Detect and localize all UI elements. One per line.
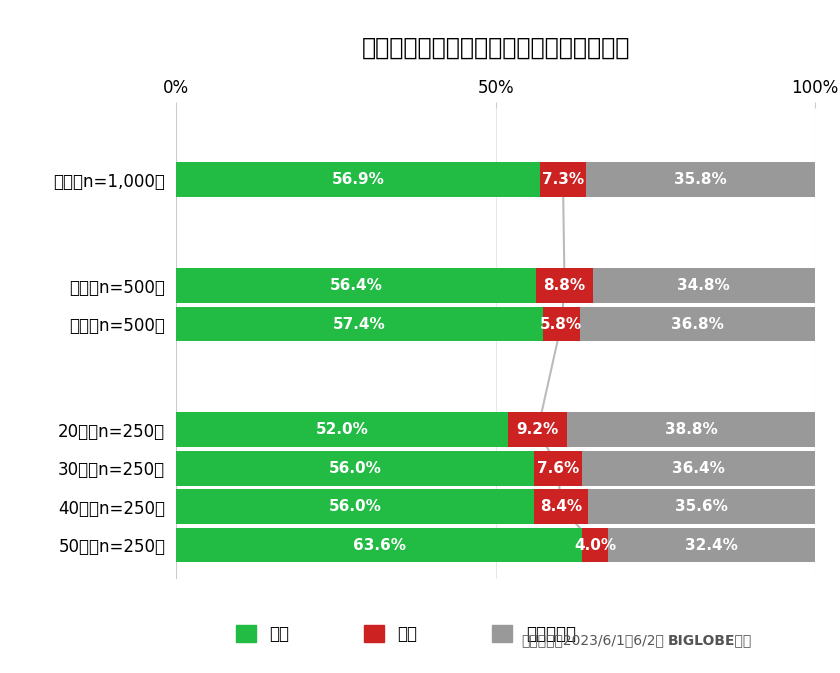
Bar <box>534 451 582 485</box>
Bar <box>176 528 582 563</box>
Bar <box>608 528 815 563</box>
Text: 35.6%: 35.6% <box>675 499 727 514</box>
Title: 性犯罪の要件見直しや刑法の改正に関して: 性犯罪の要件見直しや刑法の改正に関して <box>361 35 630 59</box>
Text: 57.4%: 57.4% <box>333 316 386 332</box>
Bar <box>587 489 815 524</box>
Bar <box>580 307 815 341</box>
Text: 56.0%: 56.0% <box>328 499 381 514</box>
Text: 7.3%: 7.3% <box>542 172 584 187</box>
Text: 35.8%: 35.8% <box>675 172 727 187</box>
Bar <box>539 162 586 197</box>
Text: 56.0%: 56.0% <box>328 461 381 476</box>
Bar <box>582 451 815 485</box>
Text: 56.9%: 56.9% <box>332 172 385 187</box>
Bar <box>508 413 567 447</box>
Bar <box>176 451 534 485</box>
Text: 36.4%: 36.4% <box>672 461 725 476</box>
Text: 36.8%: 36.8% <box>671 316 724 332</box>
Bar <box>534 489 587 524</box>
Text: 4.0%: 4.0% <box>574 538 617 553</box>
Bar <box>176 489 534 524</box>
Legend: 賛成, 反対, わからない: 賛成, 反対, わからない <box>236 625 575 643</box>
Text: 56.4%: 56.4% <box>330 278 383 293</box>
Text: 34.8%: 34.8% <box>677 278 730 293</box>
Text: 調査期間：2023/6/1〜6/2: 調査期間：2023/6/1〜6/2 <box>521 633 664 647</box>
Text: 8.8%: 8.8% <box>543 278 585 293</box>
Bar <box>176 269 537 303</box>
Bar <box>537 269 593 303</box>
Bar <box>593 269 815 303</box>
Text: 5.8%: 5.8% <box>540 316 582 332</box>
Text: 7.6%: 7.6% <box>537 461 580 476</box>
Text: BIGLOBE調べ: BIGLOBE調べ <box>668 633 752 647</box>
Bar <box>567 413 815 447</box>
Text: 8.4%: 8.4% <box>539 499 582 514</box>
Bar <box>176 307 543 341</box>
Bar <box>176 413 508 447</box>
Bar <box>176 162 539 197</box>
Text: 52.0%: 52.0% <box>316 422 369 437</box>
Text: 38.8%: 38.8% <box>664 422 717 437</box>
Bar <box>586 162 815 197</box>
Bar <box>582 528 608 563</box>
Bar <box>543 307 580 341</box>
Text: 63.6%: 63.6% <box>353 538 406 553</box>
Text: 9.2%: 9.2% <box>517 422 559 437</box>
Text: 32.4%: 32.4% <box>685 538 738 553</box>
